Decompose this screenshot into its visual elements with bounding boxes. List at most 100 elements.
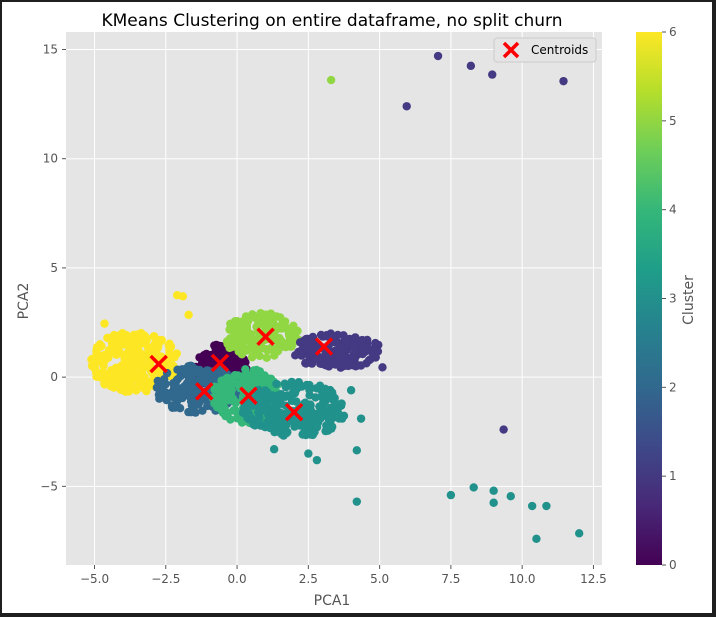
colorbar-tick-label: 5 [669, 114, 677, 128]
cluster-1-point [307, 359, 317, 368]
cluster-6-point [165, 339, 174, 348]
cluster-6-point [155, 335, 164, 345]
cluster-5-point [279, 317, 288, 327]
cluster-6-point [138, 354, 147, 363]
cluster-2-point [161, 388, 170, 397]
cluster-3-point [304, 418, 313, 427]
cluster-6-point [94, 343, 103, 352]
cluster-6-point [93, 350, 103, 359]
centroid-marker [284, 402, 304, 422]
cluster-4-point [215, 395, 225, 404]
colorbar-tick-label: 1 [669, 469, 677, 483]
cluster-3-point [272, 379, 281, 389]
centroid-markers [149, 327, 334, 422]
colorbar-tick-label: 3 [669, 292, 677, 306]
colorbar [636, 32, 662, 565]
cluster-6-point [132, 374, 141, 384]
cluster-5-point [266, 343, 276, 353]
cluster-1-point [301, 358, 310, 368]
cluster-6-point [142, 384, 151, 393]
cluster-6-point [137, 339, 147, 348]
cluster-5-point [270, 351, 279, 360]
cluster-4-point [255, 367, 265, 376]
centroid-stroke [149, 354, 168, 374]
colorbar-ticks: 0 1 2 3 4 5 6 [662, 25, 677, 572]
cluster-1-point [336, 346, 345, 356]
cluster-1-point [307, 348, 316, 358]
cluster-5-point [234, 347, 243, 356]
cluster-4-point [220, 409, 229, 418]
cluster-5-point [236, 340, 245, 350]
cluster-3-point [294, 382, 304, 392]
cluster-4-point [217, 376, 226, 385]
chart-title: KMeans Clustering on entire dataframe, n… [101, 11, 562, 31]
cluster-5-point [258, 316, 267, 326]
cluster-1-point [334, 357, 343, 366]
outlier-point [184, 310, 193, 320]
cluster-2-point [188, 362, 197, 371]
cluster-6-point [134, 330, 144, 340]
cluster-3-point [327, 388, 337, 397]
cluster-4-point [238, 372, 247, 381]
y-tick-label: 5 [50, 261, 58, 275]
outlier-point [559, 76, 568, 86]
x-tick-label: 0.0 [228, 572, 247, 586]
cluster-5-point [293, 326, 302, 336]
cluster-1-point [357, 338, 367, 348]
cluster-1-point [352, 361, 362, 370]
cluster-4-point [241, 365, 250, 374]
cluster-3-point [270, 428, 279, 437]
cluster-5-point [235, 323, 245, 332]
outlier-point [499, 425, 508, 434]
colorbar-tick-label: 0 [669, 558, 677, 572]
cluster-0-point [211, 343, 220, 352]
centroid-marker [256, 327, 275, 346]
cluster-3-point [316, 413, 326, 423]
cluster-5-point [247, 343, 256, 352]
colorbar-tick-label: 6 [669, 25, 677, 39]
cluster-3-point [312, 422, 322, 432]
colorbar-label: Cluster [681, 275, 697, 325]
cluster-1-point [291, 351, 300, 360]
cluster-4-point [222, 387, 231, 397]
x-tick-label: −2.5 [151, 572, 180, 586]
cluster-6-point [112, 366, 121, 376]
colorbar-tick-label: 4 [669, 203, 677, 217]
cluster-0-point [202, 349, 211, 359]
cluster-2-point [202, 374, 211, 383]
cluster-3-point [271, 408, 281, 417]
cluster-5-point [246, 333, 255, 342]
cluster-1-point [300, 336, 309, 345]
x-tick-label: −5.0 [80, 572, 109, 586]
cluster-2-point [167, 401, 177, 410]
cluster-5-point [227, 321, 236, 331]
y-tick-label: −5 [40, 479, 58, 493]
cluster-3-point [315, 402, 324, 411]
legend-label: Centroids [531, 43, 588, 57]
outlier-point [489, 498, 498, 507]
cluster-5-point [248, 310, 257, 319]
cluster-3-point [306, 407, 315, 417]
cluster-3-point [324, 424, 334, 434]
cluster-6-point [107, 376, 117, 385]
cluster-3-point [250, 421, 260, 430]
cluster-3-point [330, 402, 339, 411]
cluster-6-point [87, 361, 97, 371]
x-tick-label: 12.5 [580, 572, 607, 586]
y-axis-label: PCA2 [16, 283, 32, 320]
cluster-3-point [305, 385, 314, 395]
cluster-3-point [283, 391, 292, 400]
cluster-6-point [109, 383, 119, 392]
centroid-marker [195, 382, 214, 401]
cluster-1-point [313, 354, 322, 364]
cluster-2-point [170, 387, 180, 396]
outlier-point [326, 75, 336, 85]
outlier-point [312, 455, 322, 465]
centroid-marker [210, 353, 230, 373]
cluster-5-point [265, 320, 274, 330]
centroid-stroke [256, 327, 275, 346]
cluster-3-point [257, 393, 267, 402]
cluster-5-point [242, 322, 252, 331]
